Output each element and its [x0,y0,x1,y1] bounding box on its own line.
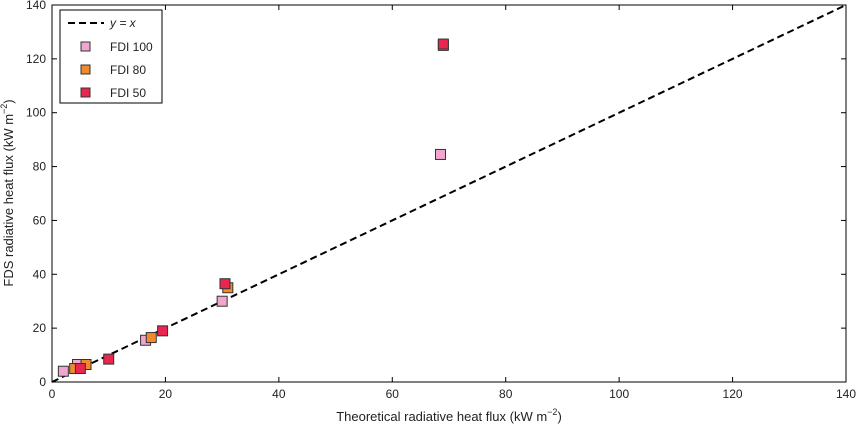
legend-label-fdi50: FDI 50 [110,86,146,100]
data-point-fdi50 [157,325,169,337]
x-tick-label: 100 [609,387,629,401]
data-point-fdi50 [103,353,115,365]
data-point-fdi100 [57,365,69,377]
data-points [57,38,449,377]
legend-label-reference: y = x [109,16,137,30]
x-tick-label: 140 [836,387,856,401]
data-point-fdi80 [145,332,157,344]
reference-line [51,4,847,383]
legend-marker-fdi50 [80,87,91,98]
reference-line-group [51,4,847,383]
x-tick-label: 20 [159,387,173,401]
legend-box [59,9,163,104]
x-tick-label: 60 [386,387,400,401]
data-point-fdi50 [219,278,231,290]
x-tick-label: 120 [723,387,743,401]
data-point-fdi50 [74,363,86,375]
legend-label-fdi80: FDI 80 [110,63,146,77]
y-axis-label: FDS radiative heat flux (kW m−2) [0,99,16,286]
y-tick-label: 60 [33,213,47,227]
data-point-fdi50 [437,38,449,50]
legend-marker-fdi80 [80,64,91,75]
data-point-fdi100 [434,148,446,160]
y-tick-label: 140 [26,0,46,12]
y-tick-label: 20 [33,321,47,335]
legend: y = x FDI 100 FDI 80 FDI 50 [59,9,163,104]
y-tick-label: 80 [33,160,47,174]
y-tick-label: 100 [26,106,46,120]
x-tick-label: 40 [272,387,286,401]
x-axis-label: Theoretical radiative heat flux (kW m−2) [336,407,562,424]
y-tick-label: 40 [33,267,47,281]
axis-ticks: 0 20 40 60 80 100 120 140 0 20 40 60 80 100 120 140 [26,0,856,401]
y-tick-label: 120 [26,52,46,66]
x-tick-label: 80 [499,387,513,401]
y-tick-label: 0 [39,375,46,389]
legend-marker-fdi100 [80,41,91,52]
legend-label-fdi100: FDI 100 [110,40,153,54]
data-point-fdi100 [216,295,228,307]
x-tick-label: 0 [49,387,56,401]
